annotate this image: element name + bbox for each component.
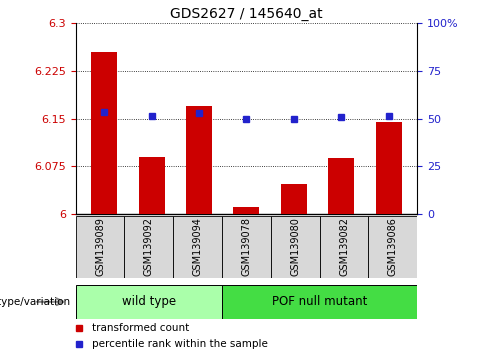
Bar (91, 52, 117, 214)
Bar (376, 122, 402, 214)
Bar (281, 184, 307, 214)
Bar (368, 216, 417, 278)
Bar (222, 216, 271, 278)
Text: GSM139086: GSM139086 (388, 217, 398, 276)
Bar (328, 158, 354, 214)
Text: percentile rank within the sample: percentile rank within the sample (92, 339, 267, 349)
Bar (233, 206, 260, 214)
Text: transformed count: transformed count (92, 323, 189, 333)
Bar (320, 216, 368, 278)
Bar (173, 216, 222, 278)
Text: GSM139080: GSM139080 (290, 217, 300, 276)
Bar (222, 285, 417, 319)
Text: genotype/variation: genotype/variation (0, 297, 71, 307)
Title: GDS2627 / 145640_at: GDS2627 / 145640_at (170, 7, 323, 21)
Bar (271, 216, 320, 278)
Text: wild type: wild type (122, 295, 176, 308)
Bar (124, 216, 173, 278)
Bar (76, 216, 124, 278)
Text: GSM139082: GSM139082 (339, 217, 349, 276)
Bar (186, 106, 212, 214)
Text: GSM139089: GSM139089 (95, 217, 105, 276)
Text: GSM139078: GSM139078 (242, 217, 251, 276)
Text: POF null mutant: POF null mutant (272, 295, 367, 308)
Text: GSM139092: GSM139092 (144, 217, 154, 276)
Bar (76, 285, 222, 319)
Bar (139, 157, 164, 214)
Text: GSM139094: GSM139094 (193, 217, 203, 276)
